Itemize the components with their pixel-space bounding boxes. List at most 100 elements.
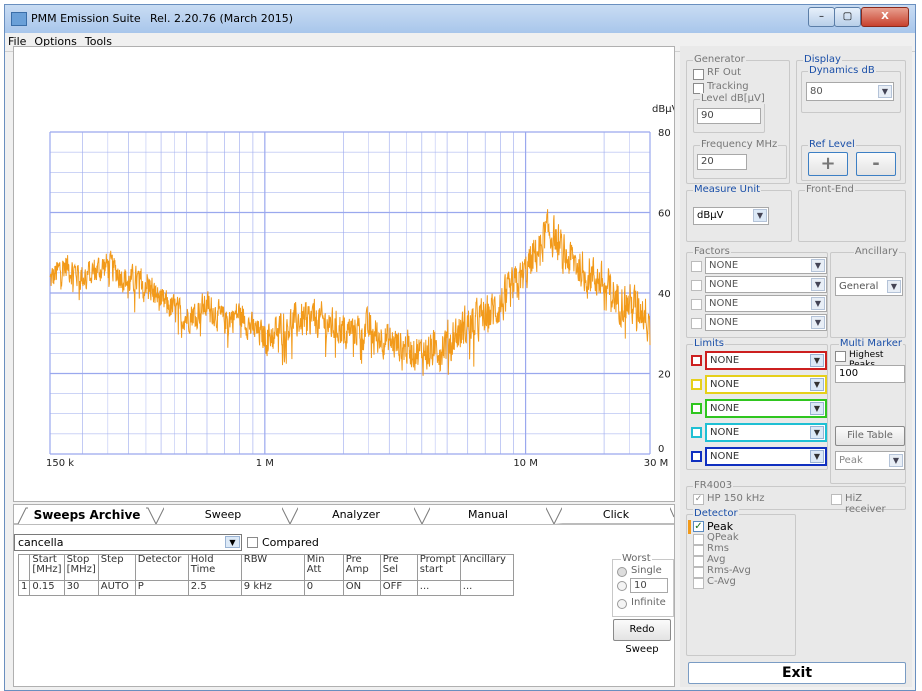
ancillary-select[interactable]: General ▼: [835, 277, 903, 296]
tab-manual[interactable]: Manual: [430, 507, 546, 523]
dynamics-label: Dynamics dB: [808, 65, 876, 76]
tab-analyzer[interactable]: Analyzer: [298, 507, 414, 523]
col-index: [17, 554, 31, 581]
archive-select-value: cancella: [18, 536, 64, 549]
cell-rbw: 9 kHz: [240, 580, 305, 596]
limit-5-checkbox[interactable]: [691, 451, 702, 462]
redo-sweep-button[interactable]: Redo Sweep: [613, 619, 671, 655]
factor-3-select[interactable]: NONE ▼: [705, 295, 827, 312]
worst-count-field[interactable]: 10: [630, 578, 668, 593]
factor-2-value: NONE: [709, 279, 739, 290]
ref-level-label: Ref Level: [808, 139, 856, 150]
chevron-down-icon: ▼: [811, 278, 825, 291]
detector-peak-label: Peak: [707, 520, 734, 533]
limits-group: Limits NONE ▼ NONE ▼ NONE ▼ NONE ▼ NONE ▼: [686, 338, 828, 470]
tracking-label: Tracking: [707, 81, 749, 92]
tab-click[interactable]: Click: [562, 507, 670, 523]
col-min-att: Min Att: [303, 554, 344, 581]
limit-4-checkbox[interactable]: [691, 427, 702, 438]
spectrum-chart: 80 60 40 20 0 dBµV 150 k 1 M 10 M 30 M: [46, 104, 674, 469]
factor-1-checkbox[interactable]: [691, 261, 702, 272]
limit-3-select[interactable]: NONE ▼: [705, 399, 827, 418]
menu-file[interactable]: File: [8, 35, 27, 48]
y-unit-label: dBµV: [652, 104, 674, 115]
dynamics-select[interactable]: 80 ▼: [806, 82, 894, 101]
infinite-radio[interactable]: [617, 599, 627, 609]
level-field[interactable]: 90: [697, 108, 761, 124]
limits-label: Limits: [693, 338, 725, 349]
rms-checkbox[interactable]: [693, 545, 704, 556]
rms-avg-checkbox[interactable]: [693, 567, 704, 578]
bottom-panel: Sweeps Archive Sweep Analyzer Manual Cli…: [13, 504, 675, 687]
col-prompt-start: Prompt start: [416, 554, 461, 581]
tab-sweeps-archive[interactable]: Sweeps Archive: [28, 507, 146, 523]
tab-sweep[interactable]: Sweep: [164, 507, 282, 523]
measure-unit-group: Measure Unit dBµV ▼: [686, 184, 792, 242]
limit-2-checkbox[interactable]: [691, 379, 702, 390]
spectrum-trace: [49, 209, 651, 376]
peak-select[interactable]: Peak ▼: [835, 451, 905, 470]
chevron-down-icon: ▼: [811, 259, 825, 272]
multi-marker-label: Multi Marker: [838, 338, 903, 349]
tracking-checkbox[interactable]: [693, 83, 704, 94]
infinite-label: Infinite: [631, 597, 666, 608]
spectrum-plot[interactable]: 80 60 40 20 0 dBµV 150 k 1 M 10 M 30 M: [13, 46, 675, 502]
factor-1-select[interactable]: NONE ▼: [705, 257, 827, 274]
file-table-button[interactable]: File Table: [835, 426, 905, 446]
release-label: Rel. 2.20.76 (March 2015): [150, 12, 294, 25]
frequency-field[interactable]: 20: [697, 154, 747, 170]
factor-4-select[interactable]: NONE ▼: [705, 314, 827, 331]
factor-3-value: NONE: [709, 298, 739, 309]
chevron-down-icon: ▼: [753, 209, 767, 222]
y-tick-label: 0: [658, 444, 664, 455]
chevron-down-icon: ▼: [810, 378, 824, 391]
maximize-button[interactable]: ▢: [834, 7, 861, 27]
hp-150khz-label: HP 150 kHz: [707, 493, 765, 504]
single-radio[interactable]: [617, 567, 627, 577]
exit-button[interactable]: Exit: [688, 662, 906, 684]
limit-2-value: NONE: [710, 379, 740, 390]
rf-out-checkbox[interactable]: [693, 69, 704, 80]
display-label: Display: [803, 54, 842, 65]
table-row[interactable]: 1 0.15 30 AUTO P 2.5 9 kHz 0 ON OFF ... …: [17, 580, 514, 596]
menu-options[interactable]: Options: [34, 35, 77, 48]
hiz-receiver-checkbox[interactable]: [831, 494, 842, 505]
y-tick-label: 80: [658, 128, 671, 139]
ref-level-plus-button[interactable]: +: [808, 152, 848, 176]
compared-checkbox[interactable]: [247, 537, 258, 548]
peak-checkbox[interactable]: ✓: [693, 521, 704, 532]
limit-1-select[interactable]: NONE ▼: [705, 351, 827, 370]
factor-4-checkbox[interactable]: [691, 318, 702, 329]
multi-marker-group: Multi Marker Highest Peaks 100 File Tabl…: [830, 338, 906, 484]
close-button[interactable]: X: [861, 7, 909, 27]
factor-2-select[interactable]: NONE ▼: [705, 276, 827, 293]
limit-1-checkbox[interactable]: [691, 355, 702, 366]
c-avg-checkbox[interactable]: [693, 578, 704, 589]
qpeak-checkbox[interactable]: [693, 534, 704, 545]
minimize-button[interactable]: –: [808, 7, 835, 27]
factor-3-checkbox[interactable]: [691, 299, 702, 310]
highest-peaks-checkbox[interactable]: [835, 351, 846, 362]
archive-select[interactable]: cancella ▼: [14, 534, 242, 551]
count-radio[interactable]: [617, 581, 627, 591]
cell-min-att: 0: [303, 580, 344, 596]
measure-unit-select[interactable]: dBµV ▼: [693, 207, 769, 225]
cell-stop: 30: [63, 580, 99, 596]
app-title: PMM Emission Suite: [31, 12, 141, 25]
limit-3-checkbox[interactable]: [691, 403, 702, 414]
factor-1-value: NONE: [709, 260, 739, 271]
y-tick-label: 40: [658, 289, 671, 300]
chevron-down-icon: ▼: [887, 280, 901, 293]
factor-2-checkbox[interactable]: [691, 280, 702, 291]
highest-peaks-field[interactable]: 100: [835, 365, 905, 383]
limit-4-select[interactable]: NONE ▼: [705, 423, 827, 442]
limit-2-select[interactable]: NONE ▼: [705, 375, 827, 394]
ref-level-minus-button[interactable]: -: [856, 152, 896, 176]
hp-150khz-checkbox[interactable]: ✓: [693, 494, 704, 505]
col-pre-sel: Pre Sel: [379, 554, 418, 581]
limit-5-select[interactable]: NONE ▼: [705, 447, 827, 466]
cell-hold-time: 2.5: [187, 580, 242, 596]
menu-tools[interactable]: Tools: [84, 35, 112, 48]
avg-checkbox[interactable]: [693, 556, 704, 567]
col-hold-time: Hold Time: [187, 554, 242, 581]
